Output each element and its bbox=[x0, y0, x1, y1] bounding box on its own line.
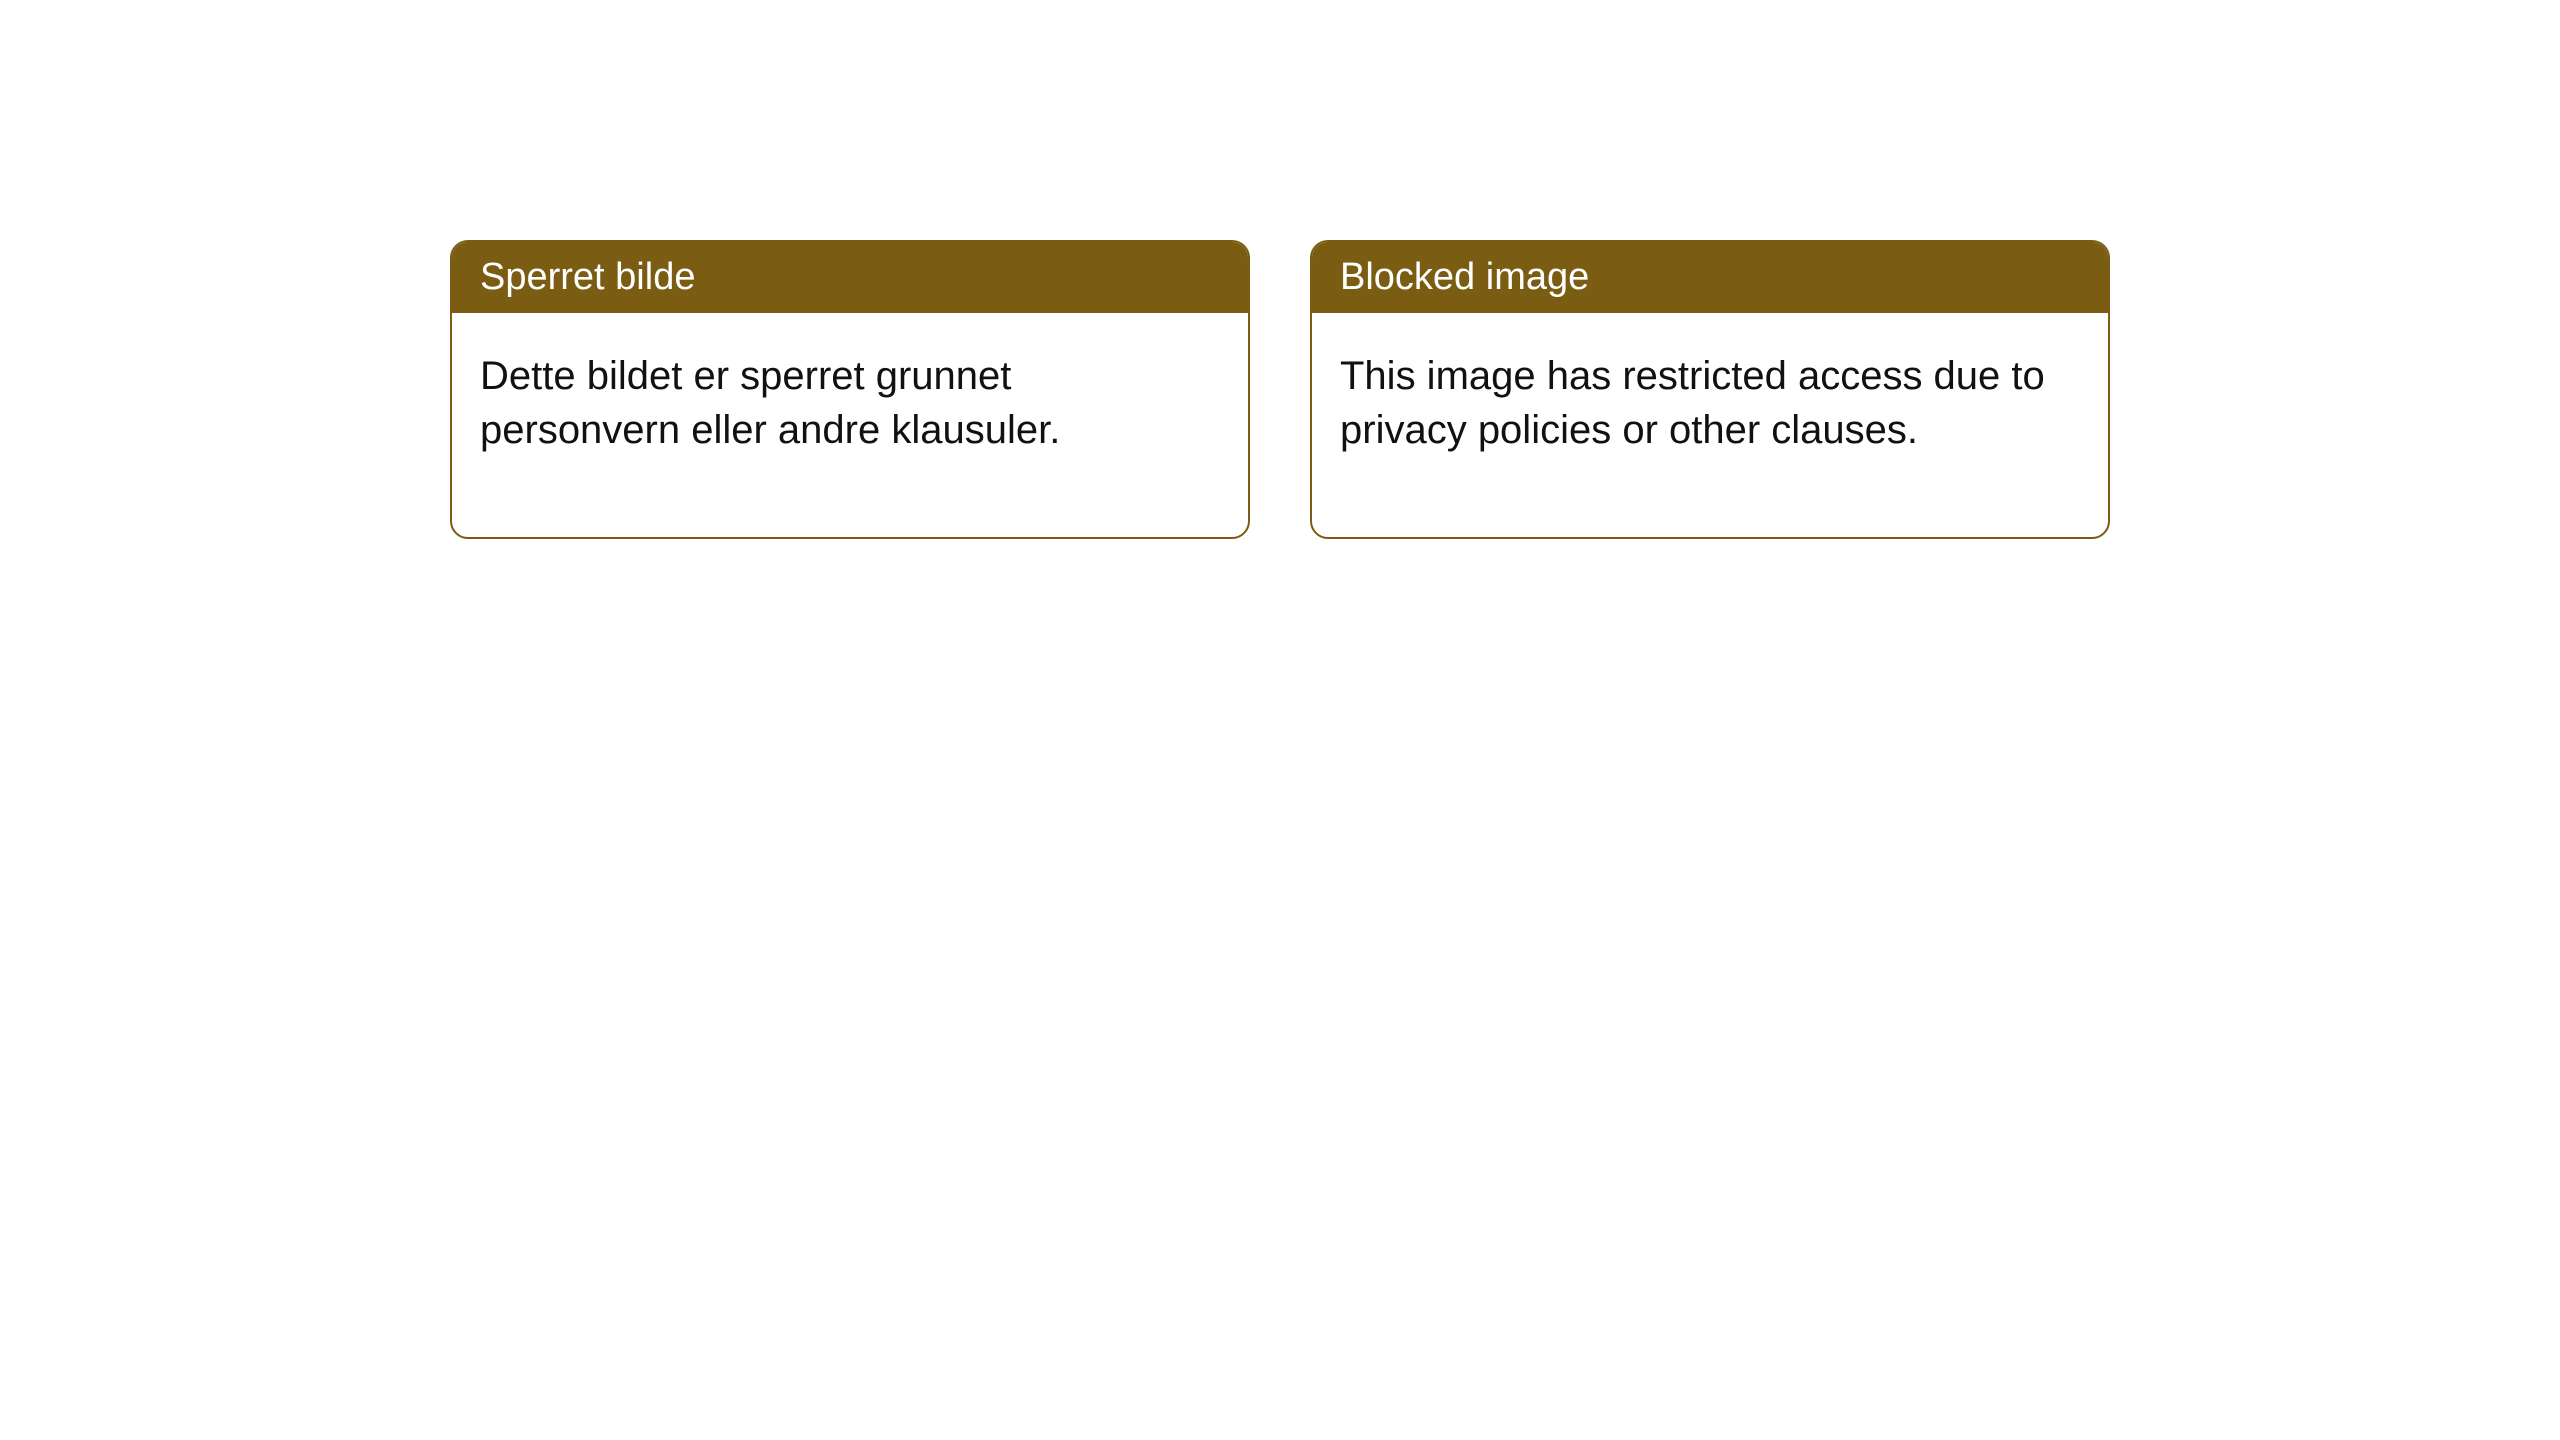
notice-body-text: Dette bildet er sperret grunnet personve… bbox=[480, 354, 1060, 452]
notice-card-norwegian: Sperret bilde Dette bildet er sperret gr… bbox=[450, 240, 1250, 539]
notice-title: Blocked image bbox=[1340, 256, 1589, 298]
notice-body: Dette bildet er sperret grunnet personve… bbox=[452, 313, 1248, 537]
notice-header: Sperret bilde bbox=[452, 242, 1248, 313]
notice-header: Blocked image bbox=[1312, 242, 2108, 313]
notice-card-english: Blocked image This image has restricted … bbox=[1310, 240, 2110, 539]
notice-title: Sperret bilde bbox=[480, 256, 695, 298]
notice-container: Sperret bilde Dette bildet er sperret gr… bbox=[450, 240, 2110, 539]
notice-body-text: This image has restricted access due to … bbox=[1340, 354, 2045, 452]
notice-body: This image has restricted access due to … bbox=[1312, 313, 2108, 537]
